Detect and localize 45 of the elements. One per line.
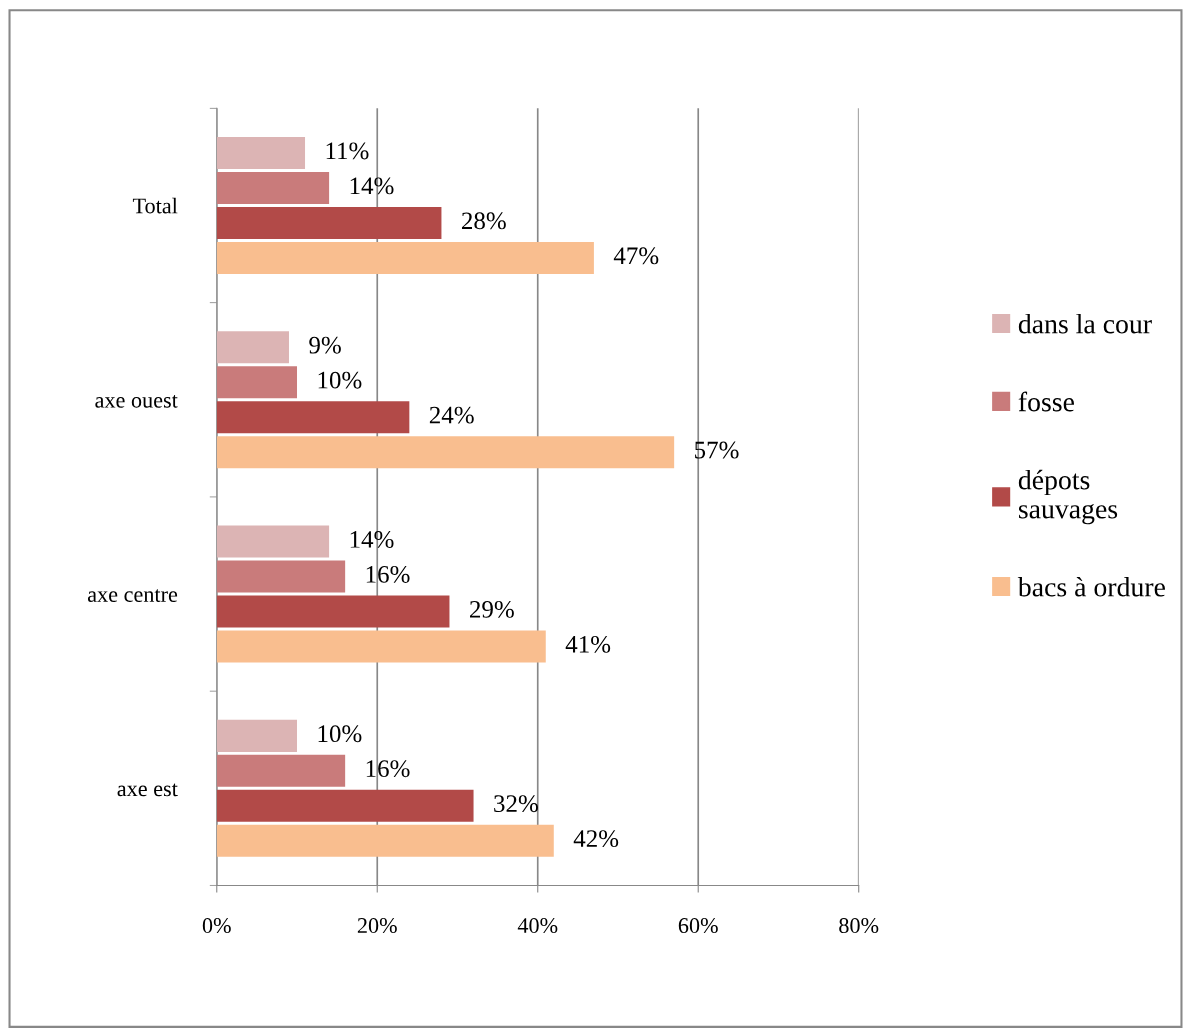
bar [216,401,410,434]
data-label: 16% [366,760,410,778]
x-tick-label: 0% [202,918,231,934]
x-tick-label: 20% [357,918,397,934]
data-label: 14% [350,530,394,548]
legend-label: dépots sauvages [1018,469,1118,525]
data-label: 32% [494,795,538,813]
data-label: 14% [350,177,394,195]
data-label: 42% [573,830,619,848]
bar [216,789,474,822]
data-label: 28% [461,212,506,230]
bar [216,595,450,628]
legend-label: bacs à ordure [1017,576,1165,597]
data-label: 16% [366,565,410,583]
data-label: 41% [565,635,611,653]
legend-label: dans la cour [1018,313,1152,334]
y-tick-label: axe est [117,783,178,797]
data-label: 9% [309,336,341,354]
data-label: 47% [613,247,659,265]
data-label: 24% [429,406,474,424]
x-tick-label: 40% [517,918,558,934]
y-tick-label: Total [132,197,178,214]
y-tick-label: axe ouest [95,394,178,408]
bar [216,719,298,752]
bar [216,436,675,469]
bar [216,824,554,857]
data-label: 57% [695,441,739,459]
legend-label: fosse [1018,391,1074,412]
bar [216,206,442,240]
bar [216,241,594,274]
bar [216,630,546,663]
bar [216,137,306,170]
x-tick-label: 60% [678,918,718,934]
bar [216,525,330,558]
x-tick-label: 80% [839,918,879,934]
bar [216,366,298,399]
data-label: 10% [318,725,362,743]
bar [216,560,346,593]
data-label: 11% [326,142,369,160]
bar [216,754,346,787]
bar [216,171,330,205]
bar [216,331,289,364]
data-label: 10% [318,371,362,389]
y-tick-label: axe centre [87,589,178,602]
data-label: 29% [470,600,514,618]
